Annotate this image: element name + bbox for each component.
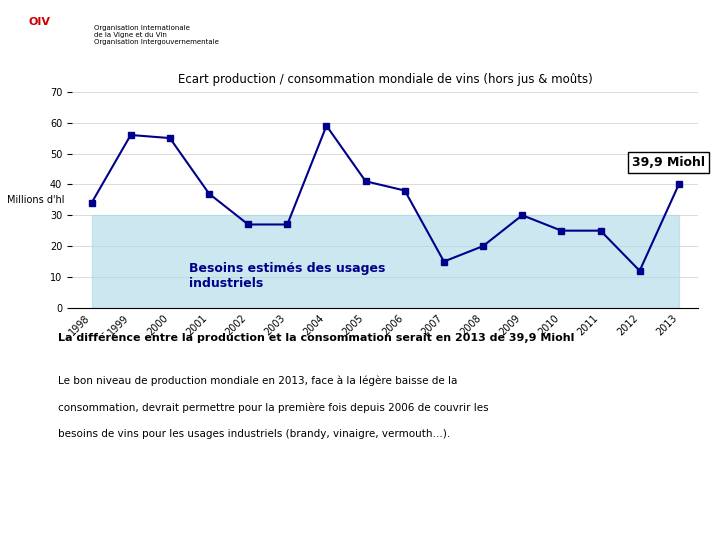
Text: Millions d'hl: Millions d'hl <box>7 195 65 205</box>
Text: Besoins estimés des usages
industriels: Besoins estimés des usages industriels <box>189 261 386 289</box>
Text: Etat d’équilibre du marché: Etat d’équilibre du marché <box>192 26 571 52</box>
Text: La différence entre la production et la consommation serait en 2013 de 39,9 Mioh: La différence entre la production et la … <box>58 332 574 342</box>
Text: OIV: OIV <box>29 17 51 27</box>
Text: Organisation Internationale
de la Vigne et du Vin
Organisation Intergouvernement: Organisation Internationale de la Vigne … <box>94 25 218 45</box>
Text: besoins de vins pour les usages industriels (brandy, vinaigre, vermouth…).: besoins de vins pour les usages industri… <box>58 429 450 440</box>
Text: 39,9 Miohl: 39,9 Miohl <box>632 156 705 169</box>
Text: consommation, devrait permettre pour la première fois depuis 2006 de couvrir les: consommation, devrait permettre pour la … <box>58 402 488 413</box>
Title: Ecart production / consommation mondiale de vins (hors jus & moûts): Ecart production / consommation mondiale… <box>178 73 593 86</box>
Text: Le bon niveau de production mondiale en 2013, face à la légère baisse de la: Le bon niveau de production mondiale en … <box>58 375 457 386</box>
